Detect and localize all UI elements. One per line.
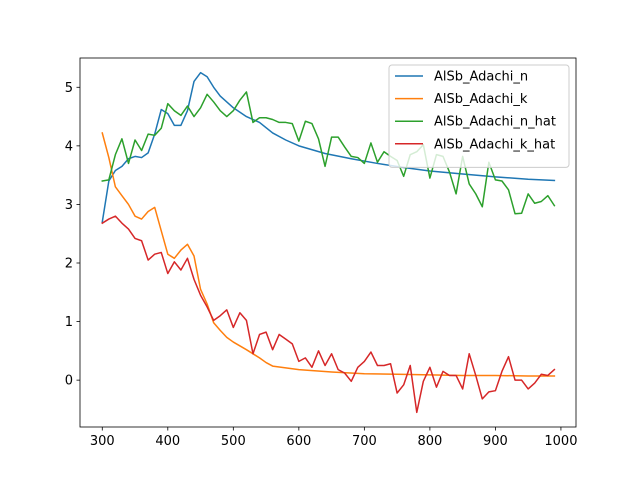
x-tick-label-5: 800 (417, 434, 442, 449)
x-tick-label-1: 400 (155, 434, 180, 449)
y-tick-label-1: 1 (65, 315, 73, 330)
x-tick-label-6: 900 (483, 434, 508, 449)
series-layer (101, 71, 556, 414)
x-tick-label-7: 1000 (544, 434, 577, 449)
series-line-2 (101, 91, 556, 215)
legend-label-0: AlSb_Adachi_n (434, 70, 528, 85)
series-line-3 (101, 215, 556, 414)
y-tick-label-0: 0 (65, 374, 73, 389)
x-axis-ticks: 300 400 500 600 700 800 900 1000 (90, 427, 577, 449)
legend-box (388, 64, 570, 168)
y-tick-label-2: 2 (65, 257, 73, 272)
legend: AlSb_Adachi_n AlSb_Adachi_k AlSb_Adachi_n_… (388, 64, 570, 168)
x-tick-label-2: 500 (221, 434, 246, 449)
legend-label-3: AlSb_Adachi_k_hat (434, 137, 555, 152)
x-tick-label-0: 300 (90, 434, 115, 449)
y-tick-label-4: 4 (65, 139, 73, 154)
x-tick-label-3: 600 (286, 434, 311, 449)
y-tick-label-5: 5 (65, 81, 73, 96)
y-axis-ticks: 0 1 2 3 4 5 (65, 81, 80, 389)
series-line-0 (101, 71, 556, 223)
x-tick-label-4: 700 (352, 434, 377, 449)
plot-frame (79, 57, 577, 428)
legend-label-1: AlSb_Adachi_k (434, 92, 528, 107)
y-tick-label-3: 3 (65, 198, 73, 213)
legend-label-2: AlSb_Adachi_n_hat (434, 115, 556, 130)
